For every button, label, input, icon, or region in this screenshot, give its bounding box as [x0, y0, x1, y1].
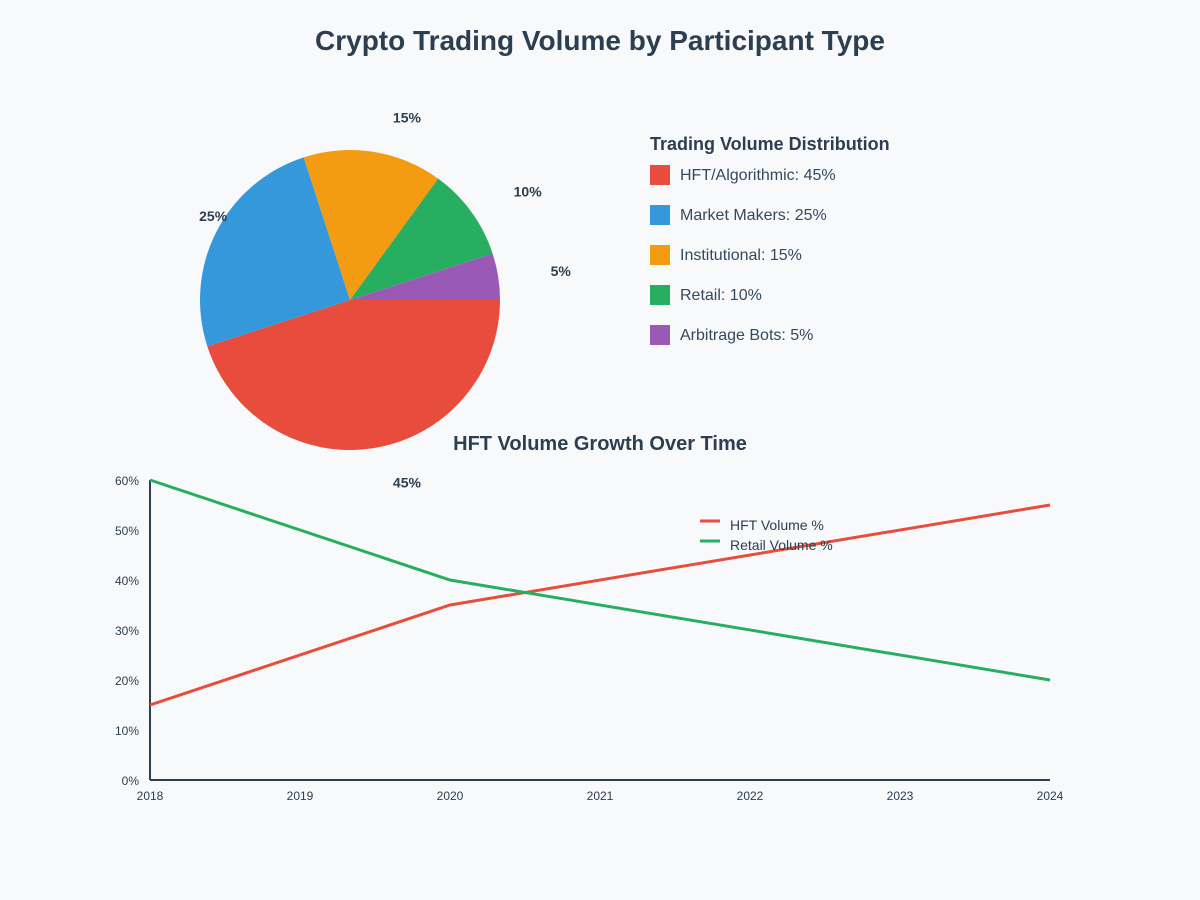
pie-slice-institutional — [303, 150, 439, 300]
x-tick-label: 2024 — [1037, 789, 1064, 803]
legend-swatch — [650, 245, 670, 265]
line-legend-label: HFT Volume % — [730, 517, 824, 533]
legend-item-label: HFT/Algorithmic: 45% — [680, 167, 836, 184]
line-chart-title: HFT Volume Growth Over Time — [453, 433, 747, 455]
y-tick-label: 20% — [115, 674, 139, 688]
series-line-retail-volume- — [149, 478, 1051, 682]
pie-slice-arbitrage-bots — [350, 253, 500, 300]
legend-item-label: Arbitrage Bots: 5% — [680, 327, 813, 344]
line-chart: 0% 10% 20% 30% 40% 50% 60% 2018 2019 2020 2021 2022… — [115, 474, 1064, 803]
legend-swatch — [650, 325, 670, 345]
legend-item-label: Retail: 10% — [680, 287, 762, 304]
page-title: Crypto Trading Volume by Participant Typ… — [315, 25, 885, 56]
y-tick-label: 10% — [115, 724, 139, 738]
x-tick-label: 2018 — [137, 789, 164, 803]
x-tick-label: 2020 — [437, 789, 464, 803]
series-line-hft-volume- — [149, 503, 1051, 707]
pie-slice-label: 5% — [551, 263, 572, 279]
pie-chart: 45% 25% 15% 10% 5% — [199, 109, 571, 490]
pie-legend-title: Trading Volume Distribution — [650, 134, 890, 154]
x-tick-label: 2019 — [287, 789, 314, 803]
pie-slice-label: 15% — [393, 109, 422, 125]
pie-slice-market-makers — [200, 157, 350, 347]
x-tick-label: 2023 — [887, 789, 914, 803]
y-tick-label: 50% — [115, 524, 139, 538]
y-tick-label: 60% — [115, 474, 139, 488]
legend-item-label: Market Makers: 25% — [680, 207, 827, 224]
x-tick-label: 2022 — [737, 789, 764, 803]
legend-item-label: Institutional: 15% — [680, 247, 802, 264]
y-tick-label: 30% — [115, 624, 139, 638]
x-tick-label: 2021 — [587, 789, 614, 803]
y-tick-label: 40% — [115, 574, 139, 588]
line-legend-label: Retail Volume % — [730, 537, 833, 553]
pie-slice-label: 25% — [199, 208, 228, 224]
pie-slice-label: 10% — [514, 183, 543, 199]
legend-swatch — [650, 165, 670, 185]
y-tick-label: 0% — [122, 774, 140, 788]
legend-swatch — [650, 285, 670, 305]
pie-slice-hft-algorithmic — [207, 300, 500, 451]
pie-slice-retail — [350, 178, 493, 300]
legend-swatch — [650, 205, 670, 225]
pie-legend: Trading Volume Distribution HFT/Algorith… — [650, 134, 890, 345]
pie-slice-label: 45% — [393, 475, 422, 491]
